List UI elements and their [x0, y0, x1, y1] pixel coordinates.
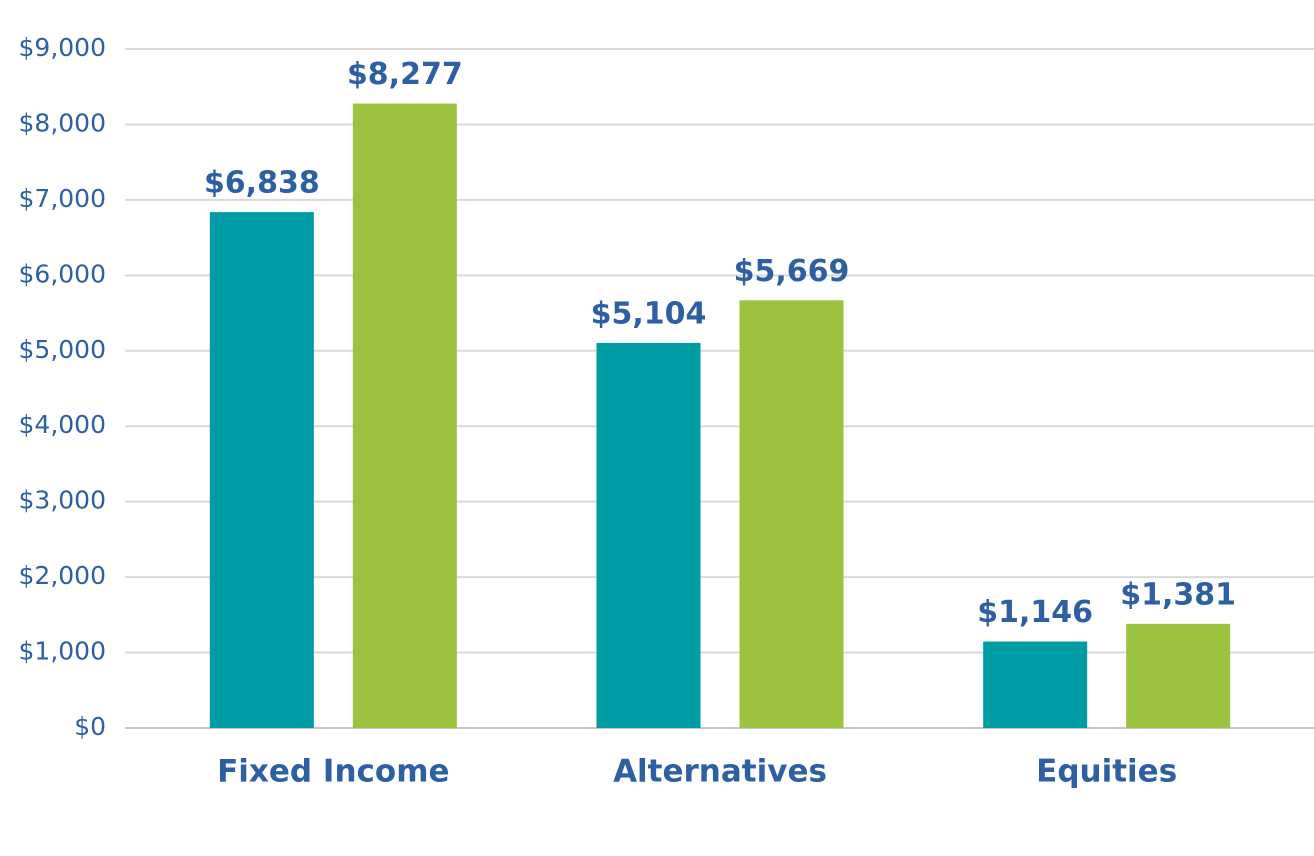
bar — [352, 103, 457, 729]
x-tick-label: Fixed Income — [217, 754, 449, 790]
bar — [1126, 623, 1231, 728]
value-label: $5,104 — [591, 296, 707, 331]
y-tick-label: $7,000 — [19, 184, 106, 213]
bar — [739, 300, 844, 728]
x-tick-label: Alternatives — [613, 754, 827, 790]
y-tick-label: $9,000 — [19, 33, 106, 62]
y-tick-label: $2,000 — [19, 561, 106, 590]
y-tick-label: $1,000 — [19, 637, 106, 666]
y-tick-label: $4,000 — [19, 410, 106, 439]
bar — [596, 342, 701, 728]
y-tick-label: $0 — [74, 712, 106, 741]
value-label: $1,146 — [977, 595, 1093, 630]
value-label: $5,669 — [734, 254, 850, 289]
bar — [983, 641, 1088, 728]
value-label: $1,381 — [1120, 577, 1236, 612]
x-tick-label: Equities — [1036, 754, 1177, 790]
bar — [209, 212, 314, 728]
value-label: $6,838 — [204, 166, 320, 201]
y-tick-label: $3,000 — [19, 486, 106, 515]
y-tick-label: $5,000 — [19, 335, 106, 364]
value-label: $8,277 — [347, 57, 463, 92]
y-tick-label: $8,000 — [19, 108, 106, 137]
y-tick-label: $6,000 — [19, 259, 106, 288]
